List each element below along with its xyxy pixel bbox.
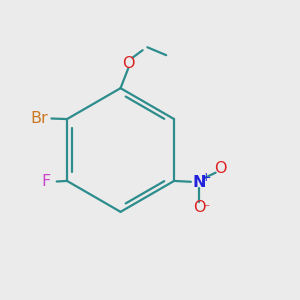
Text: +: +: [200, 171, 211, 184]
Text: O: O: [214, 161, 226, 176]
Text: F: F: [42, 174, 51, 189]
Text: N: N: [192, 175, 206, 190]
Text: Br: Br: [30, 111, 48, 126]
Text: ⁻: ⁻: [202, 202, 209, 216]
Text: O: O: [123, 56, 135, 70]
Text: O: O: [193, 200, 206, 215]
